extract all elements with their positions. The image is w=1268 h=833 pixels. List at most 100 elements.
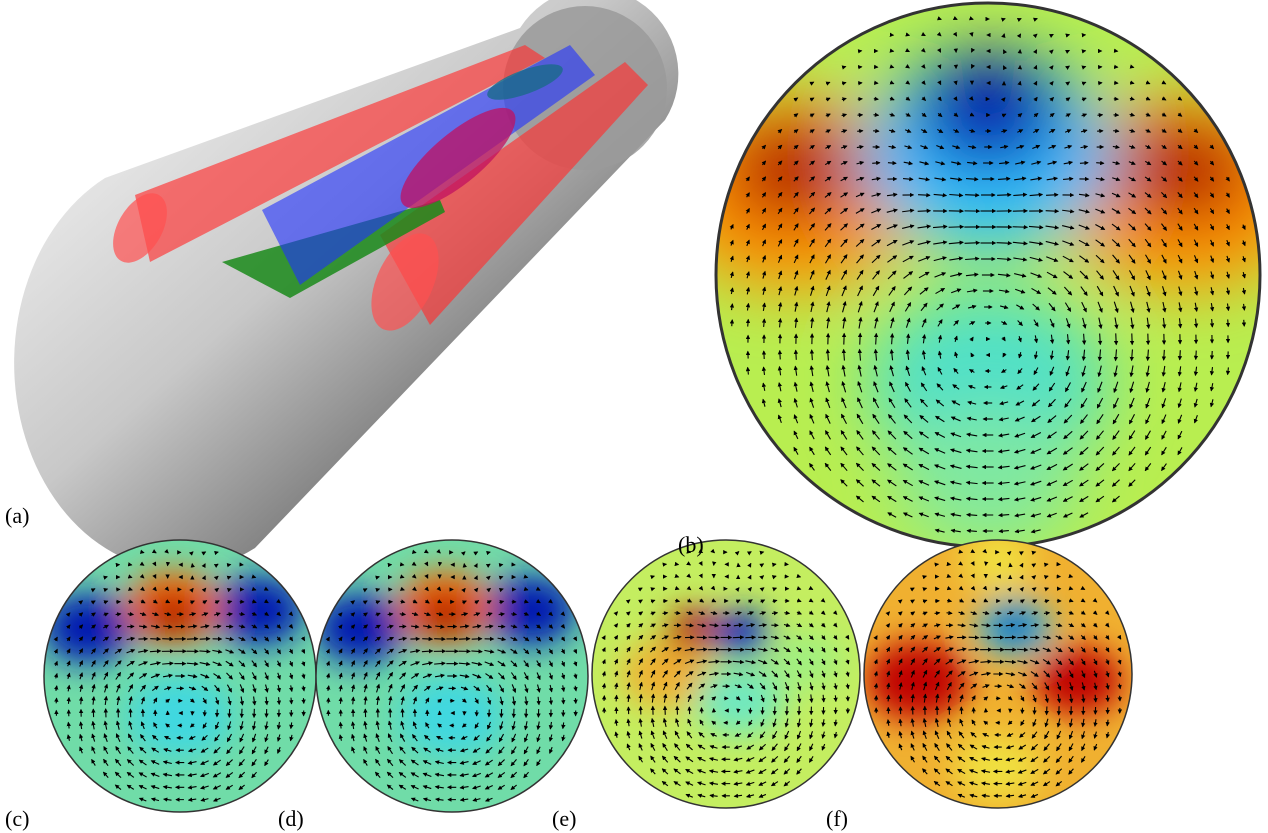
flow-arrow <box>745 207 750 214</box>
flow-arrow <box>777 398 782 408</box>
flow-arrow <box>902 240 915 246</box>
flow-arrow <box>1079 446 1089 456</box>
flow-arrow <box>918 512 929 518</box>
flow-arrow <box>1033 80 1038 86</box>
flow-arrow <box>825 269 831 280</box>
flow-arrow <box>858 316 863 329</box>
flow-arrow <box>970 47 976 53</box>
flow-arrow <box>920 47 926 53</box>
flow-arrow <box>1128 144 1136 149</box>
flow-arrow <box>1097 301 1103 313</box>
flow-arrow <box>1048 398 1056 408</box>
flow-arrow <box>794 301 799 312</box>
flow-arrow <box>934 512 946 517</box>
flow-arrow <box>778 270 783 280</box>
flow-arrow <box>1081 97 1087 102</box>
flow-arrow <box>1031 287 1042 295</box>
flow-arrow <box>1128 238 1136 248</box>
flow-arrow <box>874 316 879 329</box>
flow-arrow <box>1096 270 1104 280</box>
flow-arrow <box>1064 129 1072 134</box>
flow-arrow <box>1145 349 1151 362</box>
flow-arrow <box>1048 65 1054 70</box>
flow-arrow <box>793 238 799 247</box>
flow-arrow <box>162 636 174 642</box>
flow-arrow <box>809 349 815 361</box>
flow-arrow <box>729 271 734 279</box>
flow-arrow <box>999 160 1010 166</box>
flow-arrow <box>1014 288 1026 294</box>
flow-arrow <box>840 446 848 456</box>
flow-arrow <box>1049 318 1055 328</box>
flow-arrow <box>1014 432 1026 438</box>
flow-arrow <box>902 496 913 502</box>
flow-arrow <box>778 286 783 296</box>
flow-arrow <box>1111 192 1121 198</box>
flow-arrow <box>841 380 847 393</box>
flow-arrow <box>968 647 980 652</box>
panel-label: (a) <box>5 503 29 528</box>
flow-arrow <box>793 97 799 102</box>
flow-arrow <box>918 447 930 455</box>
flow-arrow <box>1045 225 1060 230</box>
panel-label: (d) <box>278 806 304 831</box>
flow-arrow <box>921 366 927 376</box>
flow-arrow <box>856 413 864 425</box>
flow-arrow <box>856 254 864 264</box>
flow-arrow <box>872 270 880 280</box>
flow-arrow <box>1013 465 1026 470</box>
flow-arrow <box>825 413 831 424</box>
tube-end <box>113 193 167 263</box>
flow-arrow <box>1029 192 1044 197</box>
flow-arrow <box>968 369 975 374</box>
flow-arrow <box>905 96 911 101</box>
flow-arrow <box>471 636 483 642</box>
flow-arrow <box>761 207 767 214</box>
flow-arrow <box>949 256 964 261</box>
flow-arrow <box>918 256 931 262</box>
flow-arrow <box>1046 431 1057 439</box>
flow-arrow <box>953 128 960 133</box>
flow-arrow <box>919 415 929 423</box>
flow-arrow <box>902 208 915 213</box>
flow-arrow <box>841 285 847 297</box>
flow-arrow <box>1046 271 1058 279</box>
flow-arrow <box>1032 144 1041 149</box>
flow-arrow <box>841 97 847 102</box>
flow-arrow <box>840 269 848 280</box>
flow-arrow <box>1004 635 1017 640</box>
flow-arrow <box>855 192 865 198</box>
flow-arrow <box>1043 611 1051 616</box>
flow-arrow <box>998 417 1009 422</box>
flow-arrow <box>809 81 815 86</box>
flow-arrow <box>997 481 1010 486</box>
flow-arrow <box>1111 462 1120 472</box>
flow-arrow <box>1048 144 1057 149</box>
flow-arrow <box>824 446 832 456</box>
flow-arrow <box>1065 334 1071 345</box>
flow-arrow <box>937 64 942 70</box>
flow-arrow <box>1209 318 1215 328</box>
flow-arrow <box>953 96 958 102</box>
flow-arrow <box>1080 129 1088 134</box>
flow-arrow <box>937 334 943 343</box>
flow-arrow <box>626 694 631 702</box>
flow-arrow <box>997 496 1010 502</box>
flow-arrow <box>950 416 961 422</box>
flow-arrow <box>793 317 799 328</box>
flow-arrow <box>708 635 720 640</box>
flow-arrow <box>1111 208 1121 214</box>
flow-arrow <box>662 611 669 616</box>
flow-arrow <box>1016 304 1025 310</box>
flow-arrow <box>1062 512 1073 518</box>
flow-arrow <box>1030 513 1042 518</box>
flow-arrow <box>886 239 898 247</box>
flow-arrow <box>1095 193 1106 198</box>
flow-arrow <box>1063 414 1073 424</box>
flow-arrow <box>937 96 942 102</box>
flow-arrow <box>950 432 962 438</box>
flow-arrow <box>729 223 734 230</box>
flow-arrow <box>902 447 913 455</box>
flow-arrow <box>761 223 767 231</box>
flow-arrow <box>78 696 84 705</box>
